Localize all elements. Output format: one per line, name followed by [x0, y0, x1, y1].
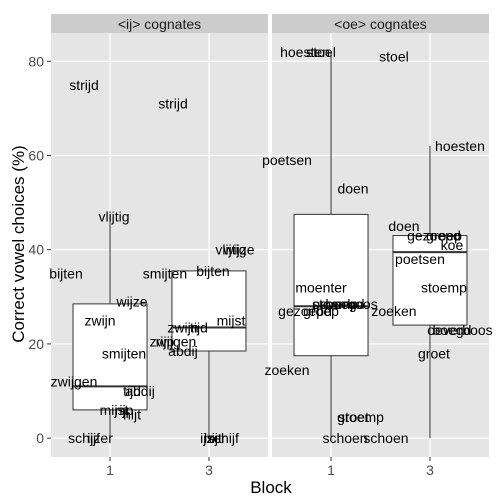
- x-tick-label: 3: [205, 462, 213, 478]
- word-label: groep: [303, 303, 339, 319]
- word-label: schijf: [207, 430, 239, 446]
- y-tick-label: 80: [28, 53, 44, 69]
- word-label: schoen: [363, 430, 408, 446]
- word-label: smijten: [143, 265, 187, 281]
- word-label: mijst: [100, 402, 129, 418]
- y-tick-label: 60: [28, 147, 44, 163]
- word-label: doen: [388, 218, 419, 234]
- word-label: zwijgen: [51, 374, 98, 390]
- word-label: zoeken: [371, 303, 416, 319]
- word-label: ijzer: [200, 430, 226, 446]
- y-tick-label: 20: [28, 336, 44, 352]
- word-label: oeverboos: [312, 296, 377, 312]
- facet-strip: [272, 14, 489, 33]
- x-axis-title: Block: [250, 478, 292, 497]
- y-axis: 0 20 40 60 80: [28, 53, 51, 446]
- word-label: smijten: [102, 345, 146, 361]
- box-iqr: [171, 270, 247, 352]
- word-label: schijf: [68, 430, 100, 446]
- word-label: wijze: [115, 294, 147, 310]
- x-tick-label: 1: [106, 462, 114, 478]
- word-label: abdij: [168, 343, 198, 359]
- x-tick-label: 3: [426, 462, 434, 478]
- word-label: stoemp: [312, 296, 358, 312]
- word-label: stoemp: [338, 409, 384, 425]
- word-label: ijzer: [87, 430, 113, 446]
- word-label: wijze: [222, 242, 254, 258]
- word-label: rijp: [156, 334, 175, 350]
- word-label: poetsen: [262, 152, 312, 168]
- word-label: hijt: [204, 430, 222, 446]
- panel-2: <oe> cognateshoestenstoelpoetsendoenmoen…: [262, 14, 493, 457]
- word-label: strijd: [69, 77, 99, 93]
- y-tick-label: 0: [36, 430, 44, 446]
- box-block-1: [72, 216, 148, 439]
- word-label: groet: [418, 345, 450, 361]
- word-label: zwijgen: [150, 334, 197, 350]
- word-label: zoeken: [264, 362, 309, 378]
- y-axis-title: Correct vowel choices (%): [9, 145, 28, 342]
- word-label: boegd: [433, 322, 472, 338]
- box-block-3: [171, 270, 247, 439]
- word-label: bijten: [196, 263, 229, 279]
- word-label: oeverboos: [427, 322, 492, 338]
- facet-strip-label: <oe> cognates: [334, 16, 427, 32]
- box-iqr: [392, 235, 468, 326]
- word-label: vlijtig: [215, 242, 246, 258]
- word-label: hoesten: [435, 138, 485, 154]
- box-block-3: [392, 146, 468, 439]
- word-label: hijt: [123, 407, 141, 423]
- word-label: tijd: [123, 383, 141, 399]
- word-label: strijd: [158, 96, 188, 112]
- word-label: doen: [337, 180, 368, 196]
- x-axis: 1 3 1 3: [106, 457, 434, 478]
- word-label: tijd: [190, 319, 208, 335]
- word-label: mijst: [217, 312, 246, 328]
- word-label: groep: [426, 228, 462, 244]
- word-label: stoel: [306, 44, 336, 60]
- word-label: moenter: [295, 279, 347, 295]
- word-label: gezoepd: [407, 228, 461, 244]
- word-label: abdij: [125, 383, 155, 399]
- word-label: bijten: [49, 265, 82, 281]
- word-label: koe: [441, 237, 464, 253]
- x-tick-label: 1: [327, 462, 335, 478]
- word-label: stoel: [379, 49, 409, 65]
- box-iqr: [72, 303, 148, 411]
- box-iqr: [293, 213, 369, 357]
- word-label: vlijtig: [98, 209, 129, 225]
- facet-panels: <ij> cognatesstrijdvlijtigbijtenwijzezwi…: [49, 14, 493, 457]
- box-block-1: [293, 51, 369, 439]
- word-label: schoen: [322, 430, 367, 446]
- word-label: zwijn: [167, 319, 198, 335]
- y-tick-label: 40: [28, 242, 44, 258]
- word-label: poetsen: [395, 251, 445, 267]
- word-label: hoesten: [280, 44, 330, 60]
- facet-strip: [51, 14, 268, 33]
- facet-strip-label: <ij> cognates: [118, 16, 201, 32]
- word-label: gezoepd: [278, 303, 332, 319]
- word-label: zwijn: [84, 312, 115, 328]
- word-label: stoemp: [421, 279, 467, 295]
- word-label: rijp: [115, 402, 134, 418]
- word-label: boegd: [326, 296, 365, 312]
- word-label: groet: [337, 409, 369, 425]
- panel-1: <ij> cognatesstrijdvlijtigbijtenwijzezwi…: [49, 14, 268, 457]
